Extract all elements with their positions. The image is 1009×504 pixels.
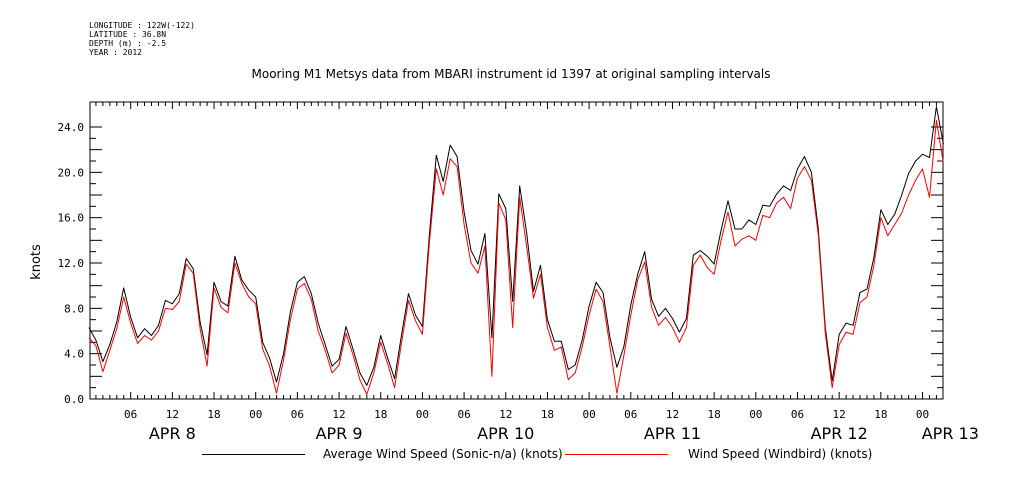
x-tick-label: 06 bbox=[124, 408, 137, 421]
y-tick-label: 8.0 bbox=[64, 302, 84, 315]
y-axis-label: knots bbox=[29, 244, 44, 280]
y-tick-label: 16.0 bbox=[58, 212, 85, 225]
date-label: APR 13 bbox=[922, 424, 979, 443]
y-tick-label: 0.0 bbox=[64, 393, 84, 406]
x-tick-label: 12 bbox=[833, 408, 846, 421]
plot-axes: 06 12 18 00 06 12 18 00 06 12 18 00 06 12 18 00 06 12 18 00… bbox=[58, 101, 979, 443]
y-tick-label: 24.0 bbox=[58, 121, 85, 134]
legend-label-windbird: Wind Speed (Windbird) (knots) bbox=[688, 447, 873, 461]
legend-swatch-sonic bbox=[202, 454, 305, 455]
x-tick-label: 00 bbox=[749, 408, 762, 421]
legend: Average Wind Speed (Sonic-n/a) (knots) W… bbox=[0, 446, 1009, 466]
date-label: APR 9 bbox=[316, 424, 363, 443]
chart-title: Mooring M1 Metsys data from MBARI instru… bbox=[251, 67, 771, 81]
y-tick-label: 12.0 bbox=[58, 257, 85, 270]
x-tick-label: 18 bbox=[708, 408, 721, 421]
series-line-sonic bbox=[88, 106, 944, 386]
depth-text: DEPTH (m) : -2.5 bbox=[89, 39, 167, 48]
latitude-text: LATITUDE : 36.8N bbox=[89, 30, 167, 39]
plot-series bbox=[88, 106, 944, 395]
series-line-windbird bbox=[88, 119, 944, 395]
metadata-block: LONGITUDE : 122W(-122) LATITUDE : 36.8N … bbox=[89, 21, 195, 57]
x-tick-label: 12 bbox=[332, 408, 345, 421]
x-tick-label: 12 bbox=[666, 408, 679, 421]
date-label: APR 12 bbox=[811, 424, 868, 443]
y-tick-label: 4.0 bbox=[64, 348, 84, 361]
date-label: APR 8 bbox=[149, 424, 196, 443]
x-tick-label: 12 bbox=[166, 408, 179, 421]
y-tick-label: 20.0 bbox=[58, 166, 85, 179]
date-label: APR 10 bbox=[477, 424, 534, 443]
x-tick-label: 00 bbox=[916, 408, 929, 421]
x-tick-label: 06 bbox=[457, 408, 470, 421]
x-tick-label: 06 bbox=[624, 408, 637, 421]
legend-label-sonic: Average Wind Speed (Sonic-n/a) (knots) bbox=[323, 447, 563, 461]
x-tick-label: 00 bbox=[582, 408, 595, 421]
x-tick-label: 18 bbox=[874, 408, 887, 421]
date-label: APR 11 bbox=[644, 424, 701, 443]
x-tick-label: 00 bbox=[249, 408, 262, 421]
x-tick-label: 06 bbox=[291, 408, 304, 421]
x-tick-label: 12 bbox=[499, 408, 512, 421]
year-text: YEAR : 2012 bbox=[89, 48, 142, 57]
x-tick-label: 18 bbox=[207, 408, 220, 421]
x-tick-label: 00 bbox=[416, 408, 429, 421]
legend-swatch-windbird bbox=[565, 454, 668, 455]
x-tick-label: 06 bbox=[791, 408, 804, 421]
x-tick-label: 18 bbox=[374, 408, 387, 421]
longitude-text: LONGITUDE : 122W(-122) bbox=[89, 21, 195, 30]
plot-frame bbox=[89, 101, 944, 400]
x-tick-label: 18 bbox=[541, 408, 554, 421]
